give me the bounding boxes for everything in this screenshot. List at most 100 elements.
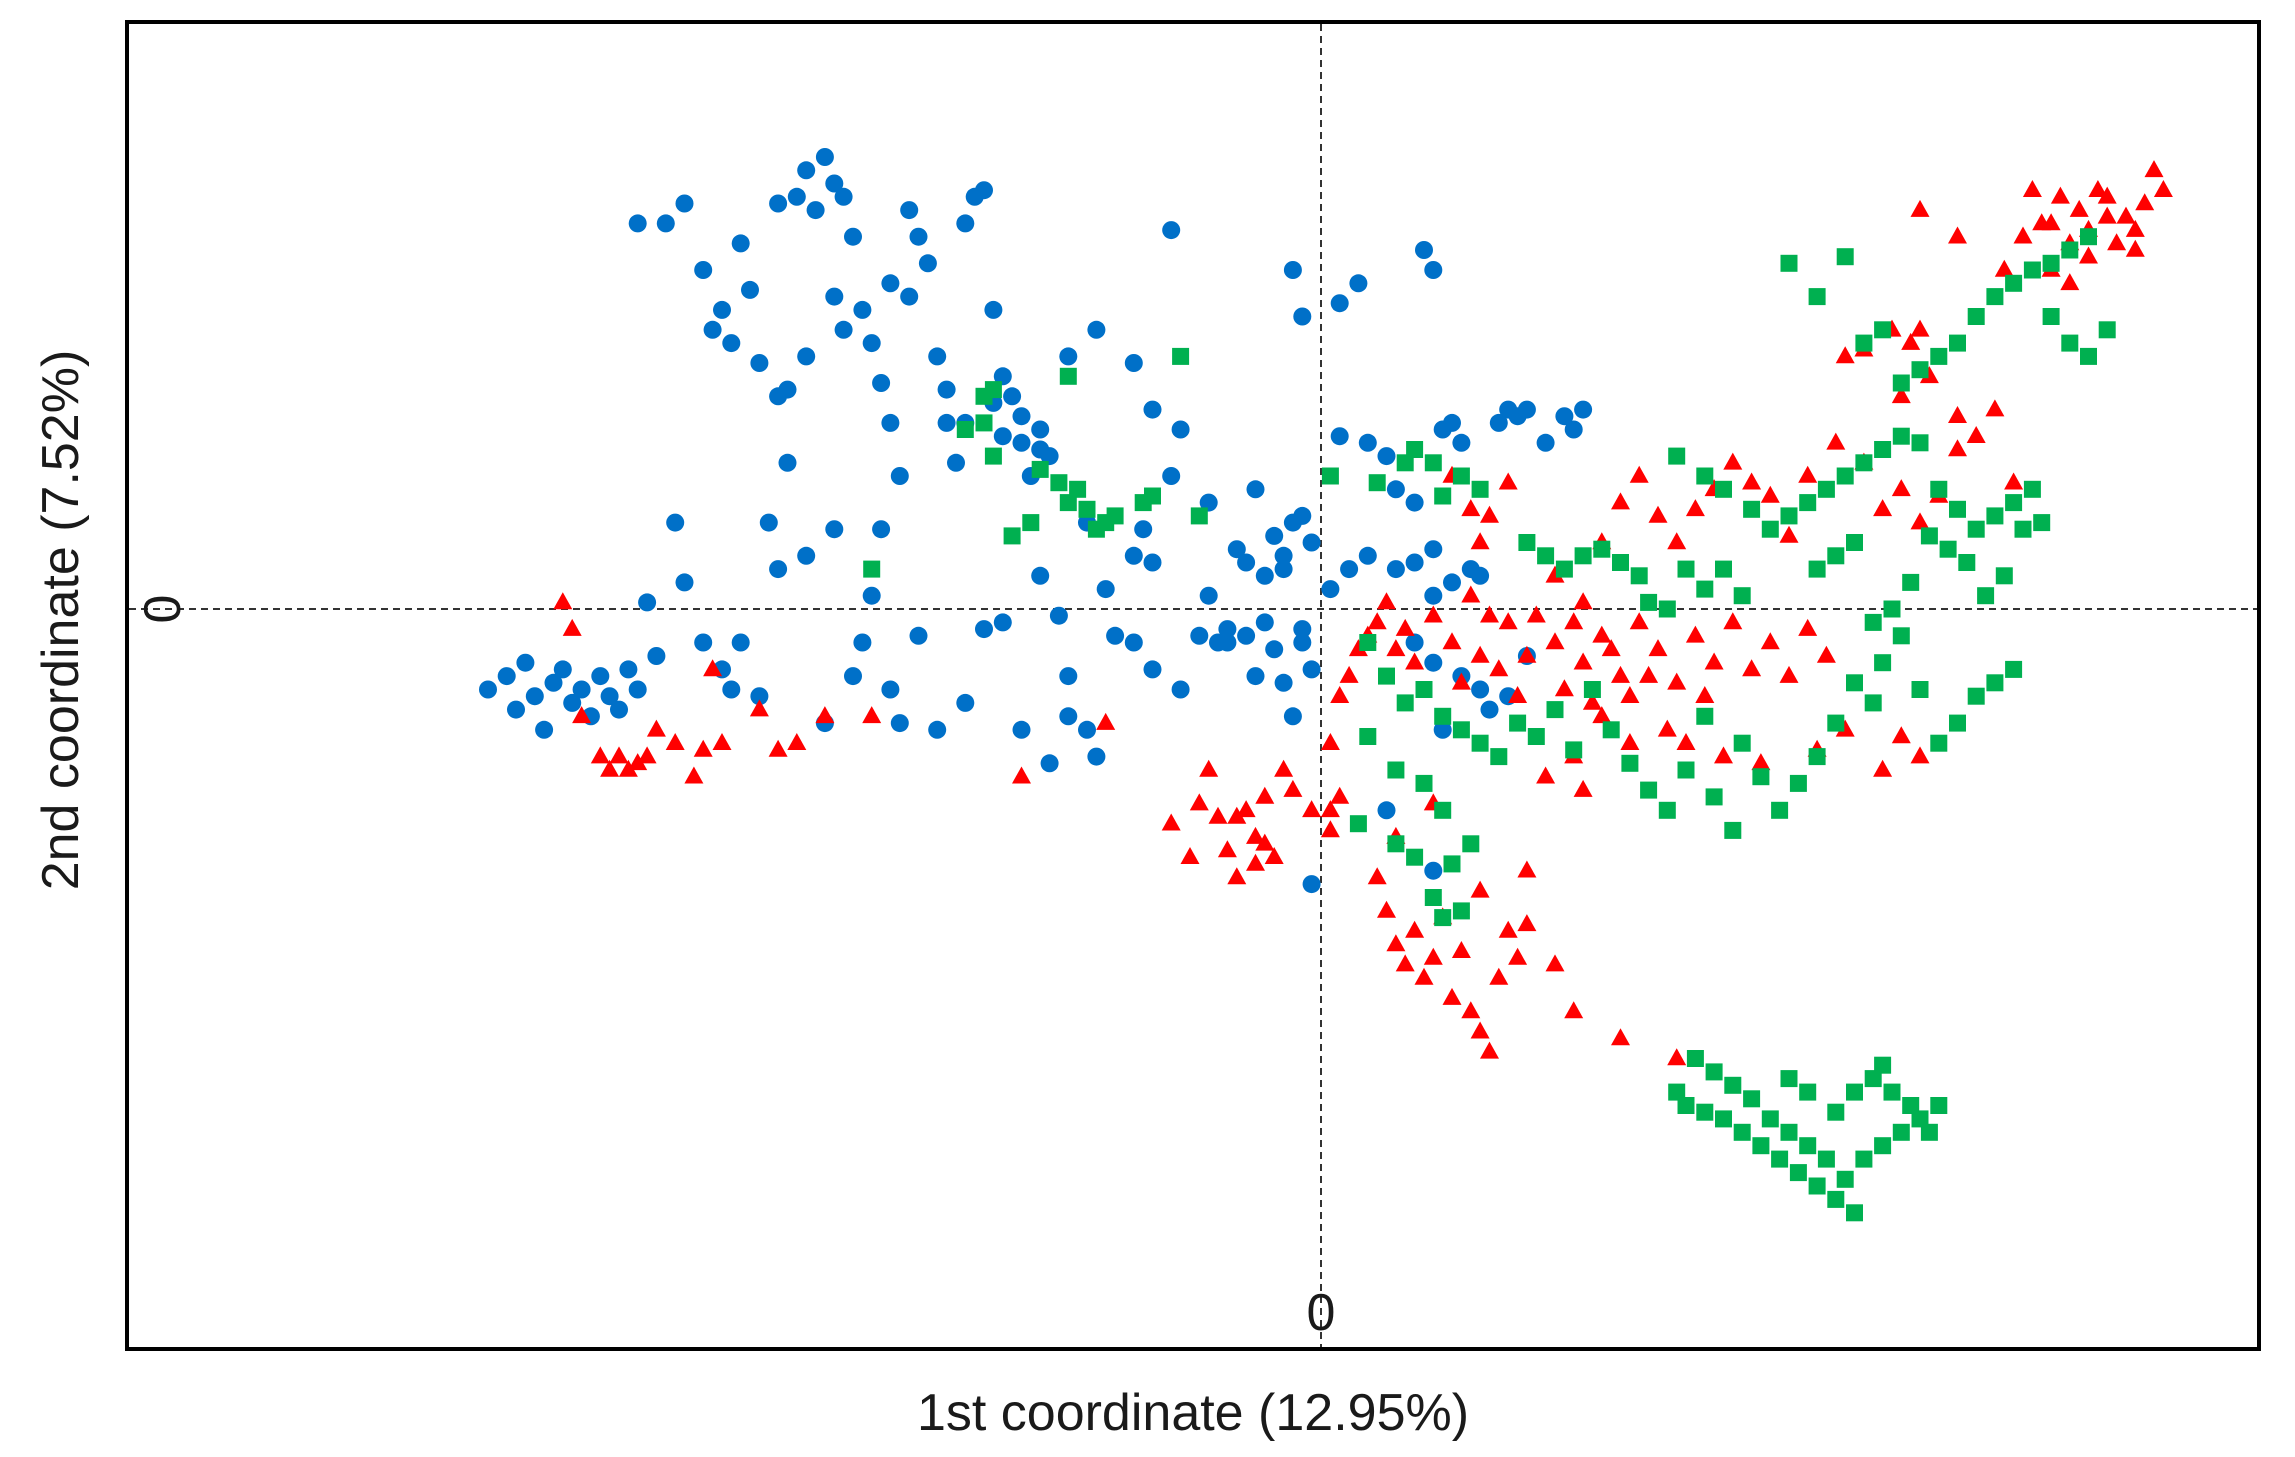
series-0-circle-point-79 bbox=[1031, 420, 1050, 439]
series-0-circle-point-179 bbox=[1078, 720, 1096, 739]
series-0-circle-point-4 bbox=[525, 687, 544, 706]
series-2-square-point-150 bbox=[1789, 1164, 1807, 1182]
series-1-triangle-point-169 bbox=[1676, 733, 1696, 750]
series-0-circle-point-92 bbox=[1031, 440, 1050, 459]
series-0-circle-point-66 bbox=[909, 227, 928, 246]
series-2-square-point-41 bbox=[1733, 587, 1751, 605]
series-0-circle-point-90 bbox=[993, 427, 1012, 446]
series-2-square-point-91 bbox=[1668, 447, 1686, 465]
series-2-square-point-52 bbox=[1546, 701, 1564, 719]
series-2-square-point-81 bbox=[1846, 674, 1863, 692]
series-2-square-point-120 bbox=[1827, 547, 1845, 565]
series-2-square-point-107 bbox=[1986, 507, 2004, 525]
series-0-circle-point-168 bbox=[1405, 633, 1424, 652]
series-2-square-point-103 bbox=[1911, 434, 1929, 452]
series-2-square-point-15 bbox=[1144, 487, 1161, 505]
series-0-circle-point-107 bbox=[1246, 480, 1265, 499]
series-0-circle-point-101 bbox=[1143, 553, 1162, 572]
series-1-triangle-point-51 bbox=[1442, 632, 1462, 650]
series-2-square-point-117 bbox=[1883, 600, 1901, 618]
series-0-circle-point-6 bbox=[544, 673, 563, 692]
series-2-square-point-119 bbox=[1846, 534, 1863, 551]
series-2-square-point-100 bbox=[1855, 454, 1873, 472]
series-1-triangle-point-129 bbox=[1910, 512, 1930, 530]
series-2-square-point-30 bbox=[1537, 547, 1555, 565]
series-1-triangle-point-4 bbox=[600, 759, 620, 777]
series-0-circle-point-142 bbox=[1377, 447, 1396, 466]
series-1-triangle-point-21 bbox=[1096, 712, 1116, 730]
series-1-triangle-point-115 bbox=[1629, 465, 1649, 483]
series-2-square-point-141 bbox=[2080, 347, 2097, 365]
series-1-triangle-point-65 bbox=[1582, 692, 1602, 710]
series-0-circle-point-143 bbox=[1386, 480, 1405, 499]
series-1-triangle-point-167 bbox=[1639, 665, 1659, 683]
series-1-triangle-point-166 bbox=[2032, 213, 2052, 231]
series-0-circle-point-182 bbox=[993, 613, 1012, 632]
series-1-triangle-point-73 bbox=[1685, 625, 1705, 643]
series-0-circle-point-73 bbox=[975, 181, 993, 200]
series-2-square-point-5 bbox=[984, 381, 1002, 399]
series-2-square-point-151 bbox=[1808, 1177, 1826, 1195]
series-2-square-point-105 bbox=[1949, 500, 1966, 518]
series-2-square-point-104 bbox=[1930, 480, 1948, 498]
series-0-circle-point-16 bbox=[638, 593, 657, 612]
series-2-square-point-149 bbox=[1771, 1150, 1789, 1168]
series-1-triangle-point-133 bbox=[1985, 399, 2005, 417]
series-2-square-point-137 bbox=[2061, 241, 2079, 259]
series-2-square-point-133 bbox=[1986, 288, 2004, 306]
series-2-square-point-53 bbox=[1565, 741, 1583, 759]
series-0-circle-point-98 bbox=[1162, 467, 1181, 485]
series-2-square-point-172 bbox=[1846, 1083, 1863, 1101]
series-1-triangle-point-183 bbox=[1227, 867, 1247, 885]
series-1-triangle-point-150 bbox=[2069, 199, 2089, 217]
series-1-triangle-point-125 bbox=[1826, 432, 1846, 450]
series-2-square-point-145 bbox=[1696, 1103, 1714, 1121]
series-0-circle-point-62 bbox=[872, 374, 891, 392]
series-2-square-point-96 bbox=[1780, 507, 1798, 525]
series-2-square-point-170 bbox=[1883, 1083, 1901, 1101]
series-0-circle-point-76 bbox=[1003, 387, 1022, 406]
series-1-triangle-point-42 bbox=[1339, 665, 1359, 683]
series-0-circle-point-54 bbox=[797, 161, 816, 180]
series-2-square-point-147 bbox=[1733, 1123, 1751, 1141]
series-1-triangle-point-96 bbox=[1508, 947, 1528, 965]
series-0-circle-point-9 bbox=[572, 680, 591, 699]
series-0-circle-point-52 bbox=[713, 300, 731, 319]
series-0-circle-point-144 bbox=[1405, 493, 1424, 512]
series-1-triangle-point-14 bbox=[703, 659, 723, 677]
series-0-circle-point-180 bbox=[1040, 754, 1059, 773]
series-0-circle-point-111 bbox=[1293, 506, 1312, 525]
series-0-circle-point-133 bbox=[1302, 660, 1321, 679]
series-0-circle-point-116 bbox=[1049, 606, 1068, 625]
series-1-triangle-point-97 bbox=[1517, 914, 1537, 932]
series-0-circle-point-28 bbox=[797, 546, 816, 565]
series-2-square-point-18 bbox=[1059, 367, 1077, 385]
series-2-square-point-78 bbox=[1789, 774, 1807, 792]
series-1-triangle-point-11 bbox=[684, 766, 704, 784]
series-1-triangle-point-181 bbox=[1573, 779, 1593, 797]
series-0-circle-point-38 bbox=[928, 720, 947, 739]
series-0-circle-point-114 bbox=[1255, 566, 1274, 585]
series-0-circle-point-103 bbox=[1199, 586, 1218, 605]
series-2-square-point-99 bbox=[1836, 467, 1854, 485]
series-0-circle-point-44 bbox=[694, 261, 713, 279]
series-0-circle-point-65 bbox=[900, 201, 919, 220]
series-0-circle-point-119 bbox=[1106, 626, 1125, 645]
series-1-triangle-point-67 bbox=[1601, 639, 1621, 657]
series-0-circle-point-64 bbox=[890, 467, 909, 485]
series-0-circle-point-95 bbox=[1124, 354, 1143, 372]
series-1-triangle-point-53 bbox=[1461, 585, 1481, 603]
series-0-circle-point-178 bbox=[1087, 747, 1106, 766]
series-1-triangle-point-31 bbox=[1255, 786, 1275, 804]
series-1-triangle-point-55 bbox=[1480, 605, 1499, 623]
series-2-square-point-17 bbox=[1003, 527, 1021, 545]
series-1-triangle-point-27 bbox=[1217, 840, 1237, 858]
series-2-square-point-156 bbox=[1799, 1137, 1817, 1155]
series-1-triangle-point-6 bbox=[618, 759, 638, 777]
series-1-triangle-point-46 bbox=[1377, 592, 1396, 610]
series-0-circle-point-7 bbox=[553, 660, 572, 679]
series-0-circle-point-57 bbox=[825, 174, 844, 193]
series-1-triangle-point-170 bbox=[1695, 686, 1715, 703]
series-0-circle-point-45 bbox=[703, 320, 722, 339]
series-0-circle-point-148 bbox=[1489, 413, 1508, 432]
